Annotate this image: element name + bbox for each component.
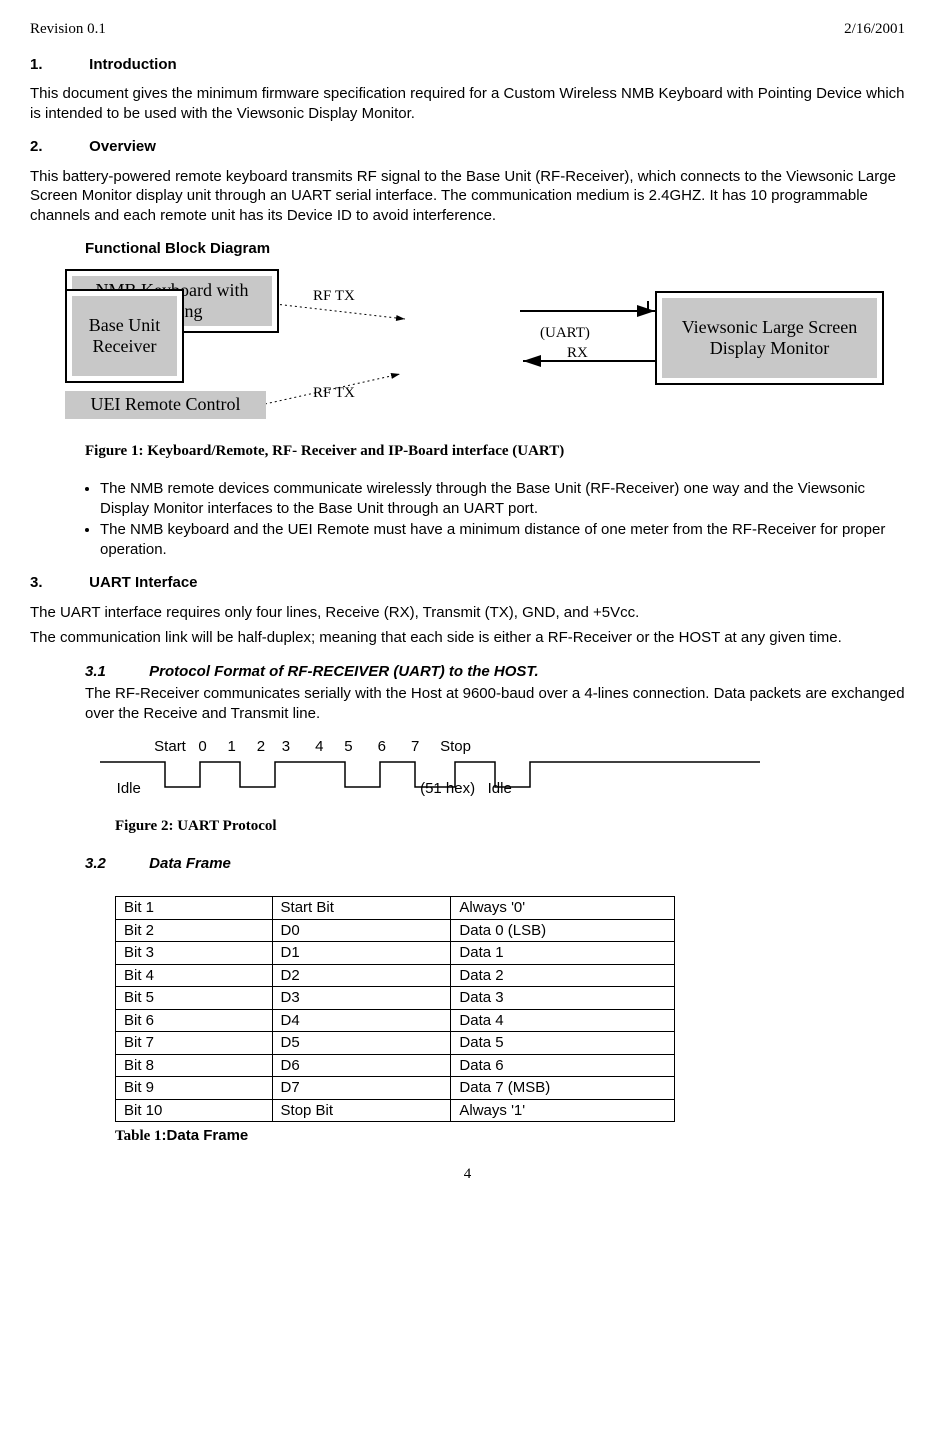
section-3-heading: 3. UART Interface [30, 573, 905, 593]
table-cell: D6 [272, 1054, 451, 1077]
rf-tx-label-2: RF TX [313, 384, 355, 404]
table-cell: Bit 7 [116, 1032, 273, 1055]
table-cell: Bit 2 [116, 919, 273, 942]
table-cell: D4 [272, 1009, 451, 1032]
bullet-2: The NMB keyboard and the UEI Remote must… [100, 520, 905, 559]
table-row: Bit 6D4Data 4 [116, 1009, 675, 1032]
section-3-2-num: 3.2 [85, 854, 145, 874]
table-cell: Bit 9 [116, 1077, 273, 1100]
proto-top-labels: Start 0 1 2 3 4 5 6 7 Stop [100, 737, 905, 757]
table-cell: Data 4 [451, 1009, 675, 1032]
figure-2-caption: Figure 2: UART Protocol [115, 817, 905, 837]
table-row: Bit 2D0Data 0 (LSB) [116, 919, 675, 942]
base-unit-box: Base Unit Receiver [72, 296, 177, 376]
section-3-1-num: 3.1 [85, 662, 145, 682]
block-diagram-wrap: NMB Keyboard with Pointing UEI Remote Co… [65, 269, 905, 434]
section-3-num: 3. [30, 573, 85, 593]
functional-block-heading: Functional Block Diagram [85, 239, 905, 259]
table-cell: Start Bit [272, 897, 451, 920]
table-row: Bit 8D6Data 6 [116, 1054, 675, 1077]
bullet-1: The NMB remote devices communicate wirel… [100, 479, 905, 518]
table-cell: Bit 8 [116, 1054, 273, 1077]
section-2-heading: 2. Overview [30, 137, 905, 157]
section-1-title: Introduction [89, 56, 176, 73]
table-cell: D1 [272, 942, 451, 965]
uart-protocol-diagram: Start 0 1 2 3 4 5 6 7 Stop Idle (51 hex)… [100, 737, 905, 799]
uart-paragraph-1: The UART interface requires only four li… [30, 603, 905, 623]
uei-box-text: UEI Remote Control [91, 393, 241, 416]
table-cell: D2 [272, 964, 451, 987]
table-cell: Bit 5 [116, 987, 273, 1010]
viewsonic-box-outer: Viewsonic Large Screen Display Monitor [655, 291, 884, 385]
rx-label: RX [567, 344, 588, 364]
date-text: 2/16/2001 [844, 20, 905, 40]
table-cell: D5 [272, 1032, 451, 1055]
section-3-title: UART Interface [89, 574, 197, 591]
intro-paragraph: This document gives the minimum firmware… [30, 84, 905, 123]
uei-box: UEI Remote Control [65, 391, 266, 419]
page-header: Revision 0.1 2/16/2001 [30, 20, 905, 40]
section-3-1-body: The RF-Receiver communicates serially wi… [85, 684, 905, 723]
block-diagram: NMB Keyboard with Pointing UEI Remote Co… [65, 269, 885, 434]
data-frame-table: Bit 1Start BitAlways '0'Bit 2D0Data 0 (L… [115, 896, 675, 1122]
overview-bullets: The NMB remote devices communicate wirel… [70, 479, 905, 559]
table-row: Bit 3D1Data 1 [116, 942, 675, 965]
table-row: Bit 10Stop BitAlways '1' [116, 1099, 675, 1122]
section-1-num: 1. [30, 55, 85, 75]
section-3-1-title: Protocol Format of RF-RECEIVER (UART) to… [149, 663, 538, 680]
uart-paragraph-2: The communication link will be half-dupl… [30, 628, 905, 648]
table-cell: Data 0 (LSB) [451, 919, 675, 942]
table-cell: Bit 6 [116, 1009, 273, 1032]
table-row: Bit 1Start BitAlways '0' [116, 897, 675, 920]
table-caption-prefix: Table 1 [115, 1128, 162, 1144]
table-cell: Always '1' [451, 1099, 675, 1122]
rf-tx-label-1: RF TX [313, 287, 355, 307]
table-cell: D0 [272, 919, 451, 942]
table-cell: Stop Bit [272, 1099, 451, 1122]
section-2-title: Overview [89, 138, 156, 155]
table-row: Bit 4D2Data 2 [116, 964, 675, 987]
section-3-1-heading: 3.1 Protocol Format of RF-RECEIVER (UART… [85, 662, 905, 682]
table-cell: D3 [272, 987, 451, 1010]
section-2-num: 2. [30, 137, 85, 157]
table-caption-suffix: :Data Frame [162, 1127, 249, 1144]
base-unit-box-outer: Base Unit Receiver [65, 289, 184, 383]
table-cell: Data 1 [451, 942, 675, 965]
table-1-caption: Table 1:Data Frame [115, 1126, 905, 1147]
table-row: Bit 9D7Data 7 (MSB) [116, 1077, 675, 1100]
table-cell: Data 6 [451, 1054, 675, 1077]
table-cell: Bit 3 [116, 942, 273, 965]
uart-label: (UART) [540, 324, 590, 344]
table-cell: Bit 1 [116, 897, 273, 920]
table-cell: Data 2 [451, 964, 675, 987]
table-cell: Data 7 (MSB) [451, 1077, 675, 1100]
table-cell: Bit 4 [116, 964, 273, 987]
figure-1-caption: Figure 1: Keyboard/Remote, RF- Receiver … [85, 442, 905, 462]
table-cell: Always '0' [451, 897, 675, 920]
table-row: Bit 5D3Data 3 [116, 987, 675, 1010]
overview-paragraph: This battery-powered remote keyboard tra… [30, 167, 905, 226]
section-3-2-heading: 3.2 Data Frame [85, 854, 905, 874]
table-cell: D7 [272, 1077, 451, 1100]
table-cell: Data 5 [451, 1032, 675, 1055]
table-row: Bit 7D5Data 5 [116, 1032, 675, 1055]
table-cell: Bit 10 [116, 1099, 273, 1122]
table-cell: Data 3 [451, 987, 675, 1010]
viewsonic-box: Viewsonic Large Screen Display Monitor [662, 298, 877, 378]
section-3-2-title: Data Frame [149, 855, 231, 872]
viewsonic-text: Viewsonic Large Screen Display Monitor [662, 317, 877, 358]
proto-bottom-labels: Idle (51 hex) Idle [100, 779, 905, 799]
base-unit-text: Base Unit Receiver [72, 315, 177, 356]
section-1-heading: 1. Introduction [30, 55, 905, 75]
page-number: 4 [30, 1165, 905, 1185]
revision-text: Revision 0.1 [30, 20, 106, 40]
